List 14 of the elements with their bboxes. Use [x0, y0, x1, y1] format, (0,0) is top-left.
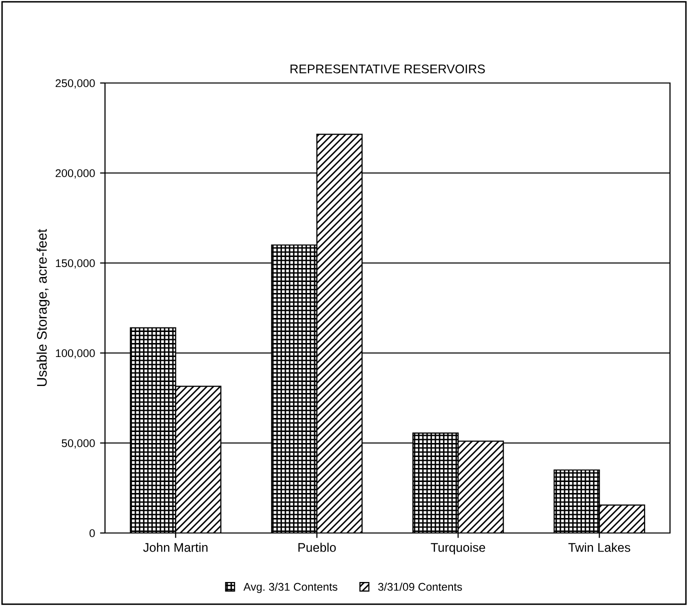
legend-label: Avg. 3/31 Contents [243, 582, 338, 593]
y-tick-label: 150,000 [56, 259, 95, 268]
y-tick-label: 100,000 [56, 349, 95, 358]
chart-title: REPRESENTATIVE RESERVOIRS [290, 64, 485, 74]
legend-label: 3/31/09 Contents [378, 582, 462, 591]
x-tick-label: Pueblo [298, 542, 336, 552]
x-tick-label: John Martin [143, 542, 208, 552]
x-tick-label: Twin Lakes [568, 542, 630, 552]
y-tick-label: 250,000 [56, 79, 95, 88]
y-tick-label: 200,000 [56, 169, 95, 178]
y-axis-title: Usable Storage, acre-feet [36, 228, 50, 386]
y-tick-label: 0 [90, 529, 95, 538]
y-tick-label: 50,000 [62, 439, 95, 448]
x-tick-label: Turquoise [430, 542, 486, 554]
